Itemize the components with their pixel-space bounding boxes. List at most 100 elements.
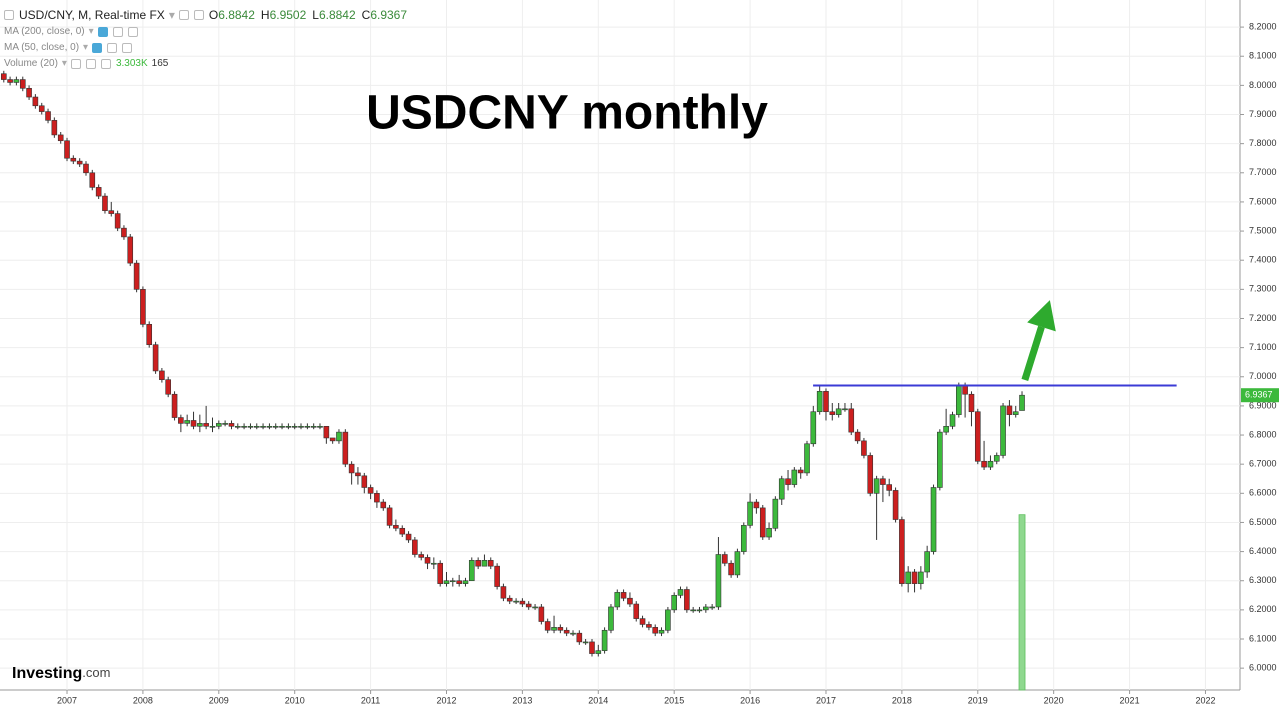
indicator-row: MA (50, close, 0) ▾: [4, 42, 133, 53]
last-price-label: 6.9367: [1245, 390, 1273, 400]
symbol: USD/CNY, M, Real-time FX: [19, 8, 165, 22]
candle-body: [418, 554, 425, 558]
candle-body: [513, 600, 519, 603]
indicator-name: MA (50, close, 0): [4, 42, 80, 53]
candle-body: [76, 160, 83, 165]
candle-body: [740, 525, 747, 552]
candle-body: [987, 460, 994, 468]
y-tick-label: 6.0000: [1249, 663, 1277, 673]
candle-body: [487, 560, 494, 567]
candle-body: [310, 425, 317, 428]
candle-body: [905, 571, 911, 584]
ohlc: O6.8842 H6.9502 L6.8842 C6.9367: [209, 8, 407, 22]
candle-body: [133, 262, 140, 290]
candle-body: [911, 571, 918, 584]
y-tick-label: 7.1000: [1249, 342, 1277, 352]
x-tick-label: 2008: [133, 695, 153, 705]
collapse-icon[interactable]: [4, 10, 14, 20]
candle-body: [481, 560, 488, 567]
candle-body: [722, 554, 728, 564]
candle-body: [677, 589, 684, 596]
y-tick-label: 6.2000: [1249, 604, 1277, 614]
y-tick-label: 8.2000: [1249, 21, 1277, 31]
ohlc-key: C: [361, 8, 371, 22]
ohlc-item: O6.8842: [209, 8, 255, 22]
icon[interactable]: [92, 42, 103, 53]
icon[interactable]: [122, 42, 133, 53]
watermark-suffix: .com: [82, 665, 110, 680]
candle-body: [500, 586, 507, 599]
watermark-brand: Investing: [12, 665, 82, 682]
candle-body: [279, 425, 285, 428]
candle-body: [197, 423, 203, 427]
candle-body: [899, 519, 905, 584]
indicator-row: MA (200, close, 0) ▾: [4, 26, 139, 37]
candle-body: [652, 627, 659, 634]
dropdown: ▾: [61, 58, 67, 69]
candle-body: [95, 187, 102, 197]
candle-body: [582, 641, 589, 644]
candle-body: [152, 344, 159, 372]
dropdown[interactable]: ▾: [168, 8, 175, 22]
icon[interactable]: [127, 26, 138, 37]
candle-body: [956, 385, 962, 415]
x-tick-label: 2020: [1044, 695, 1064, 705]
icon[interactable]: [178, 10, 189, 20]
candle-body: [51, 120, 58, 136]
candle-body: [544, 621, 551, 631]
ohlc-item: H6.9502: [261, 8, 306, 22]
candle-body: [759, 507, 766, 538]
candle-body: [203, 423, 209, 427]
candle-body: [114, 213, 121, 229]
candle-body: [665, 609, 671, 631]
candle-body: [253, 425, 260, 428]
icon[interactable]: [107, 42, 118, 53]
candle-body: [32, 96, 39, 107]
volume-bar: [1018, 514, 1026, 691]
ohlc-item: L6.8842: [312, 8, 355, 22]
x-tick-label: 2019: [968, 695, 988, 705]
annotations: [813, 300, 1177, 387]
icon[interactable]: [112, 26, 123, 37]
indicator-name: Volume (20): [4, 58, 58, 69]
candle-body: [272, 425, 279, 428]
candle-body: [171, 393, 178, 418]
candle-body: [285, 425, 292, 428]
y-tick-label: 6.9000: [1249, 400, 1277, 410]
candle-body: [26, 87, 32, 98]
icon[interactable]: [70, 58, 81, 69]
candle-body: [778, 478, 785, 500]
candle-body: [620, 592, 627, 599]
candle-body: [532, 606, 538, 609]
candle-body: [557, 627, 564, 631]
candle-body: [412, 539, 418, 555]
candle-body: [234, 425, 241, 428]
candle-body: [601, 629, 608, 651]
candle-body: [45, 111, 51, 121]
candle-body: [64, 140, 70, 159]
candle-body: [937, 431, 943, 488]
candle-body: [386, 507, 393, 526]
candle-body: [715, 554, 722, 608]
y-tick-label: 8.0000: [1249, 80, 1277, 90]
icon[interactable]: [100, 58, 111, 69]
candle-body: [968, 393, 975, 413]
candle-body: [519, 600, 526, 605]
candle-body: [431, 562, 437, 565]
icon[interactable]: [97, 26, 108, 37]
x-tick-label: 2013: [512, 695, 532, 705]
y-tick-label: 7.4000: [1249, 255, 1277, 265]
candle-body: [89, 172, 96, 188]
candle-body: [930, 487, 937, 552]
icon[interactable]: [85, 58, 96, 69]
candle-body: [209, 425, 216, 428]
candle-body: [861, 440, 867, 456]
ohlc-value: 6.8842: [318, 8, 356, 22]
x-tick-label: 2021: [1120, 695, 1140, 705]
candle-body: [317, 425, 323, 428]
icon[interactable]: [193, 10, 204, 20]
y-tick-label: 7.9000: [1249, 109, 1277, 119]
candle-body: [867, 455, 874, 494]
candle-body: [684, 589, 690, 611]
candle-body: [13, 79, 20, 83]
